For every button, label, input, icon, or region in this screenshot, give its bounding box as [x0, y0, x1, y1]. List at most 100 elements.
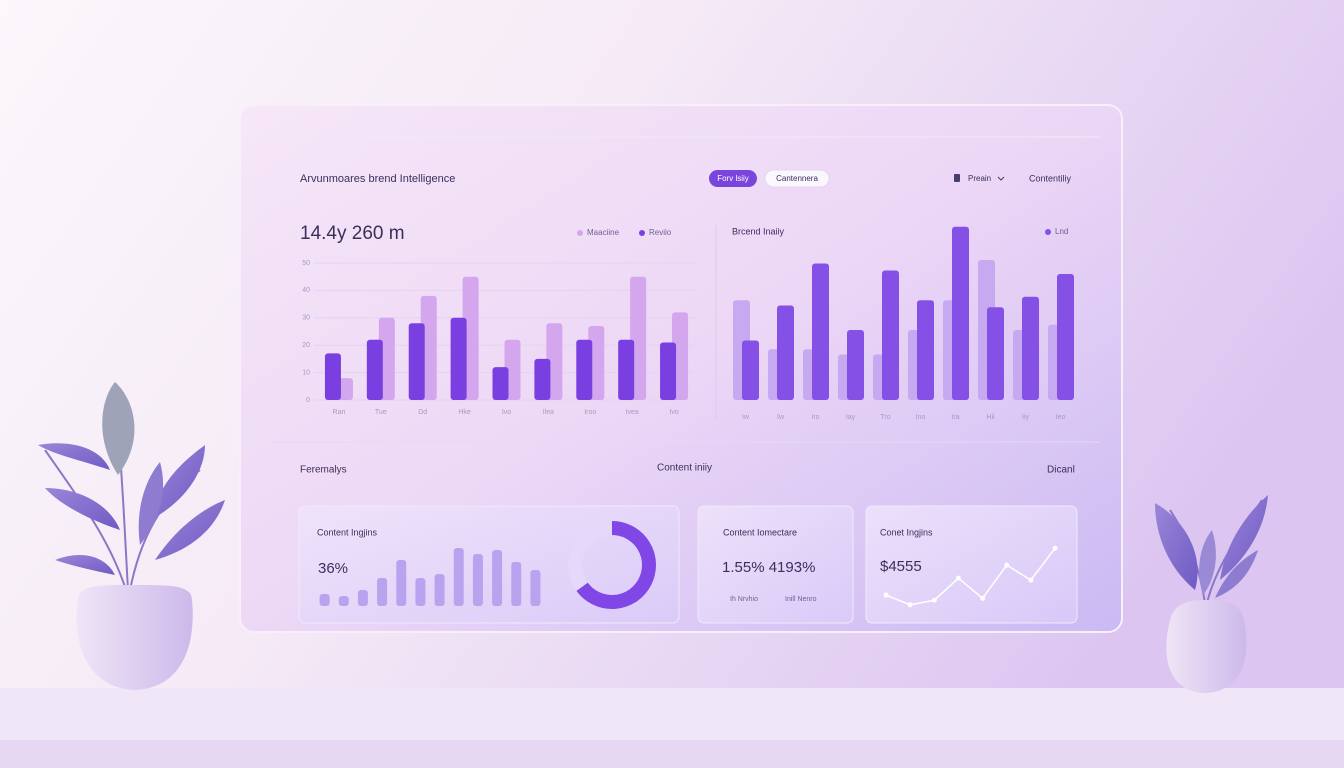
sparkline-point: [883, 592, 889, 598]
bar: [530, 570, 541, 606]
bar: [366, 339, 383, 400]
bar: [534, 358, 551, 400]
plant: [1155, 495, 1268, 693]
bar: [338, 596, 349, 606]
tab[interactable]: [764, 169, 830, 188]
bar: [777, 305, 794, 400]
section-label: Dicanl: [1047, 465, 1075, 476]
sparkline-point: [980, 595, 986, 601]
tab[interactable]: [709, 170, 757, 187]
legend-swatch: [1045, 229, 1051, 235]
filter-icon[interactable]: [954, 174, 960, 182]
x-tick-label: Ran: [333, 409, 346, 416]
bar: [415, 578, 426, 606]
donut-segment: [568, 521, 613, 591]
legend-label: Maaciine: [587, 228, 620, 237]
bar: [660, 342, 677, 400]
card-title: Conet Ingjins: [880, 527, 933, 537]
dashboard-title: Arvunmoares brend Intelligence: [300, 173, 455, 185]
chart-title: Brcend Inaiiy: [732, 226, 785, 236]
sparkline-point: [1028, 577, 1034, 583]
x-tick-label: Hke: [458, 409, 471, 416]
plant: [38, 382, 225, 690]
x-tick-label: Ivea: [626, 409, 639, 416]
y-tick-label: 10: [302, 369, 310, 376]
bar: [450, 317, 467, 400]
bar: [377, 578, 388, 606]
y-tick-label: 40: [302, 287, 310, 294]
sparkline-point: [955, 575, 961, 581]
card: [697, 505, 854, 624]
bar: [472, 554, 483, 606]
shelf-edge: [0, 740, 1344, 768]
x-tick-label: Hii: [986, 414, 995, 421]
bar: [618, 339, 635, 400]
x-tick-label: Iw: [777, 414, 785, 421]
y-tick-label: 30: [302, 315, 310, 322]
card-value: $4555: [880, 558, 922, 575]
tab-label[interactable]: Cantennera: [776, 174, 818, 183]
bar: [847, 330, 864, 400]
card-value: 36%: [318, 560, 348, 577]
x-tick-label: Ivo: [669, 409, 678, 416]
donut-segment: [576, 521, 656, 609]
card-title: Content Ingjins: [317, 527, 378, 537]
x-tick-label: Iw: [742, 414, 750, 421]
bar: [511, 562, 522, 606]
bar: [742, 340, 759, 400]
bar: [1057, 274, 1074, 400]
bar: [408, 323, 425, 400]
card-note: Ih Nrvhio: [730, 596, 758, 603]
x-tick-label: Dd: [418, 409, 427, 416]
bar: [357, 590, 368, 606]
sparkline-point: [1052, 545, 1058, 551]
legend-label: Lnd: [1055, 227, 1068, 236]
x-tick-label: Iro: [811, 414, 819, 421]
section-label: Feremalys: [300, 465, 347, 476]
bar: [882, 270, 899, 400]
section-label: Content iniiy: [657, 463, 712, 474]
card-title: Content Iomectare: [723, 527, 797, 537]
bar: [1022, 296, 1039, 400]
dropdown-caret[interactable]: [997, 176, 1005, 181]
y-tick-label: 50: [302, 260, 310, 267]
sparkline-point: [1004, 562, 1010, 568]
legend-label: Reviio: [649, 228, 672, 237]
bar: [453, 548, 464, 606]
tab-label[interactable]: Forv lsiiy: [717, 174, 749, 183]
x-tick-label: Iiy: [1022, 414, 1030, 421]
card: [865, 505, 1078, 624]
bar: [917, 300, 934, 400]
legend-swatch: [577, 230, 583, 236]
bar: [396, 560, 407, 606]
bar: [324, 353, 341, 400]
bar: [812, 263, 829, 400]
bar: [576, 339, 593, 400]
x-tick-label: Ilea: [543, 409, 554, 416]
bar: [492, 550, 503, 606]
x-tick-label: Ieo: [1056, 414, 1066, 421]
chart-title: 14.4y 260 m: [300, 223, 405, 244]
legend-swatch: [639, 230, 645, 236]
sparkline: [885, 547, 1056, 606]
bar: [434, 574, 445, 606]
header-link[interactable]: Contentiliy: [1029, 173, 1072, 183]
filter-label[interactable]: Preain: [968, 174, 991, 183]
card-note: Inill Nenro: [785, 596, 817, 603]
x-tick-label: Tro: [880, 414, 890, 421]
x-tick-label: Iroo: [584, 409, 596, 416]
y-tick-label: 0: [306, 397, 310, 404]
y-tick-label: 20: [302, 342, 310, 349]
x-tick-label: Ivo: [502, 409, 511, 416]
x-tick-label: Tue: [375, 409, 387, 416]
x-tick-label: Iay: [846, 414, 856, 421]
sparkline-point: [931, 597, 937, 603]
x-tick-label: Ira: [951, 414, 959, 421]
bar: [952, 226, 969, 400]
bar: [492, 367, 509, 400]
bar: [319, 594, 330, 606]
card-value: 1.55% 4193%: [722, 559, 815, 576]
x-tick-label: Ino: [916, 414, 926, 421]
sparkline-point: [907, 602, 913, 608]
